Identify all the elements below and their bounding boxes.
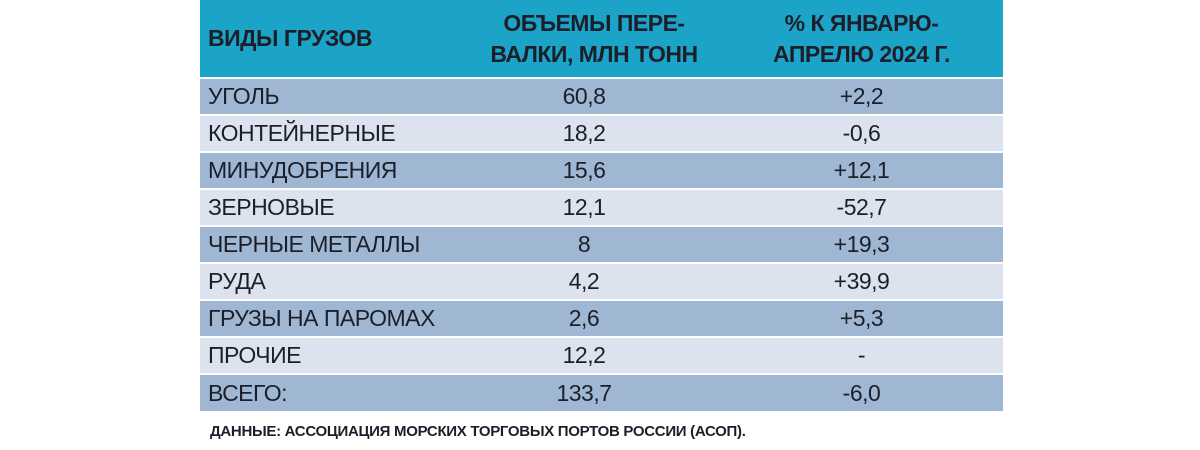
table-cell: ЗЕРНОВЫЕ xyxy=(208,194,335,220)
table-cell: РУДА xyxy=(208,268,266,294)
table-cell: +5,3 xyxy=(839,305,884,331)
header-cell: % К ЯНВАРЮ- АПРЕЛЮ 2024 Г. xyxy=(720,0,1003,78)
table-row: КОНТЕЙНЕРНЫЕ 18,2 -0,6 xyxy=(200,115,1003,152)
table-row: УГОЛЬ 60,8 +2,2 xyxy=(200,78,1003,115)
source-note: ДАННЫЕ: АССОЦИАЦИЯ МОРСКИХ ТОРГОВЫХ ПОРТ… xyxy=(210,423,746,440)
table-row: ГРУЗЫ НА ПАРОМАХ 2,6 +5,3 xyxy=(200,300,1003,337)
table-body: УГОЛЬ 60,8 +2,2 КОНТЕЙНЕРНЫЕ 18,2 -0,6 МИНУДОБ… xyxy=(200,78,1003,411)
table-header: ВИДЫ ГРУЗОВ ОБЪЕМЫ ПЕРЕ- ВАЛКИ, МЛН ТОНН % … xyxy=(200,0,1003,78)
table-row: ВСЕГО: 133,7 -6,0 xyxy=(200,374,1003,411)
table-row: ПРОЧИЕ 12,2 - xyxy=(200,337,1003,374)
header-text: ВАЛКИ, МЛН ТОНН xyxy=(490,40,698,67)
header-text: % К ЯНВАРЮ- xyxy=(784,9,939,36)
header-text: АПРЕЛЮ 2024 Г. xyxy=(773,40,950,67)
table-cell: МИНУДОБРЕНИЯ xyxy=(208,157,397,183)
table-cell: 2,6 xyxy=(568,305,600,331)
table-cell: -0,6 xyxy=(842,120,881,146)
table-cell: +12,1 xyxy=(833,157,890,183)
table-row: ЧЕРНЫЕ МЕТАЛЛЫ 8 +19,3 xyxy=(200,226,1003,263)
table-cell: УГОЛЬ xyxy=(208,83,280,109)
header-cell: ВИДЫ ГРУЗОВ xyxy=(200,0,448,78)
table-cell: КОНТЕЙНЕРНЫЕ xyxy=(208,120,396,146)
table-cell: -52,7 xyxy=(836,194,887,220)
table-cell: ПРОЧИЕ xyxy=(208,342,301,368)
header-text: ВИДЫ ГРУЗОВ xyxy=(208,25,372,51)
table-cell: 12,2 xyxy=(562,342,606,368)
table-row: РУДА 4,2 +39,9 xyxy=(200,263,1003,300)
header-cell: ОБЪЕМЫ ПЕРЕ- ВАЛКИ, МЛН ТОНН xyxy=(448,0,720,78)
table-cell: +19,3 xyxy=(833,231,890,257)
table-cell: ГРУЗЫ НА ПАРОМАХ xyxy=(208,305,435,331)
table-cell: 133,7 xyxy=(556,379,612,406)
table-cell: +39,9 xyxy=(833,268,890,294)
header-row: ВИДЫ ГРУЗОВ ОБЪЕМЫ ПЕРЕ- ВАЛКИ, МЛН ТОНН % … xyxy=(200,0,1003,78)
table-row: МИНУДОБРЕНИЯ 15,6 +12,1 xyxy=(200,152,1003,189)
cargo-table: ВИДЫ ГРУЗОВ ОБЪЕМЫ ПЕРЕ- ВАЛКИ, МЛН ТОНН % … xyxy=(200,0,1003,411)
table-cell: 60,8 xyxy=(562,83,606,109)
table-cell: 12,1 xyxy=(562,194,606,220)
table-cell: 15,6 xyxy=(562,157,606,183)
table-cell: -6,0 xyxy=(842,379,881,406)
table-cell: 18,2 xyxy=(562,120,606,146)
table-cell: +2,2 xyxy=(839,83,884,109)
table-cell: - xyxy=(857,342,866,368)
table-cell: ВСЕГО: xyxy=(208,379,287,406)
table-cell: 4,2 xyxy=(568,268,600,294)
table-row: ЗЕРНОВЫЕ 12,1 -52,7 xyxy=(200,189,1003,226)
table-cell: 8 xyxy=(577,231,591,257)
table-cell: ЧЕРНЫЕ МЕТАЛЛЫ xyxy=(208,231,420,257)
header-text: ОБЪЕМЫ ПЕРЕ- xyxy=(503,9,685,36)
